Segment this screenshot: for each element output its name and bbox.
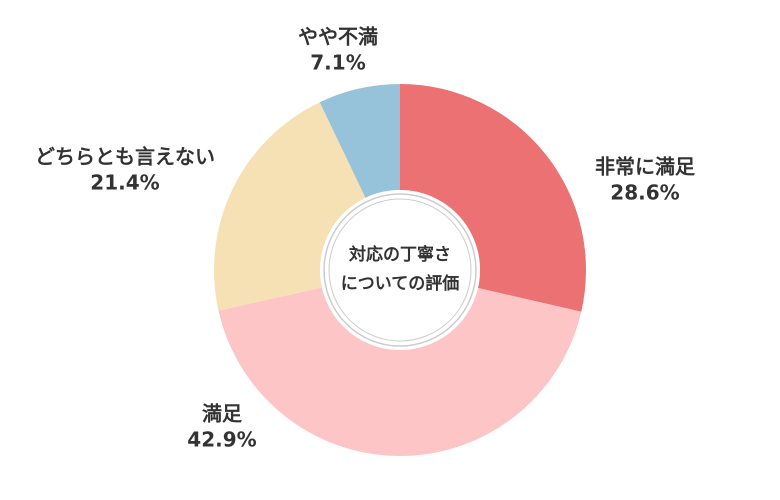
value-label: 21.4% bbox=[90, 171, 159, 195]
slice bbox=[319, 84, 400, 198]
value-label: 7.1% bbox=[310, 51, 365, 75]
value-label: 42.9% bbox=[187, 428, 256, 452]
center-ring bbox=[323, 193, 477, 347]
center-hole bbox=[320, 190, 480, 350]
slice bbox=[213, 102, 366, 311]
slice-label: 非常に満足 bbox=[595, 155, 696, 179]
slice-label: やや不満 bbox=[298, 25, 378, 49]
slice-label: どちらとも言えない bbox=[35, 145, 215, 169]
chart-title: 対応の丁寧さ bbox=[348, 244, 451, 265]
chart-title: についての評価 bbox=[341, 273, 460, 294]
slice bbox=[400, 84, 587, 312]
value-label: 28.6% bbox=[610, 181, 679, 205]
slice-label: 満足 bbox=[202, 402, 243, 426]
slice bbox=[218, 287, 582, 456]
center-ring bbox=[328, 198, 472, 342]
